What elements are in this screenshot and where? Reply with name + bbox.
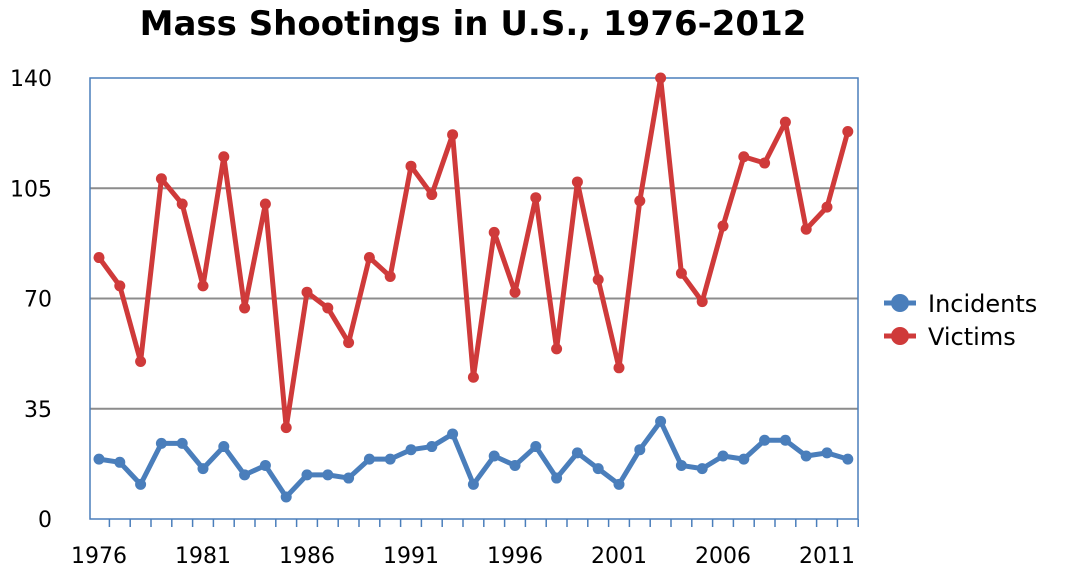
data-point bbox=[135, 356, 147, 367]
data-point bbox=[551, 343, 563, 355]
data-point bbox=[155, 437, 167, 449]
data-point bbox=[613, 478, 625, 490]
data-point bbox=[738, 453, 750, 465]
legend-label: Incidents bbox=[928, 290, 1037, 318]
data-point bbox=[135, 478, 147, 490]
data-point bbox=[800, 450, 812, 462]
data-point bbox=[93, 252, 105, 264]
y-tick-label: 35 bbox=[24, 398, 52, 423]
series-incidents bbox=[93, 415, 854, 503]
data-point bbox=[114, 280, 126, 292]
data-point bbox=[696, 296, 708, 308]
data-point bbox=[239, 302, 251, 314]
data-point bbox=[363, 453, 375, 465]
data-point bbox=[384, 270, 396, 282]
data-point bbox=[571, 447, 583, 459]
data-point bbox=[655, 415, 667, 427]
data-point bbox=[779, 116, 791, 128]
data-point bbox=[488, 226, 500, 238]
legend-marker bbox=[891, 294, 909, 312]
data-point bbox=[343, 472, 355, 484]
data-point bbox=[759, 157, 771, 169]
data-point bbox=[821, 201, 833, 213]
data-point bbox=[779, 434, 791, 446]
data-point bbox=[592, 463, 604, 475]
x-tick-label: 2011 bbox=[799, 544, 855, 569]
data-point bbox=[675, 459, 687, 471]
data-point bbox=[93, 453, 105, 465]
data-point bbox=[155, 173, 167, 185]
data-point bbox=[696, 463, 708, 475]
data-point bbox=[821, 447, 833, 459]
x-tick-label: 2001 bbox=[591, 544, 647, 569]
data-point bbox=[634, 195, 646, 207]
data-point bbox=[301, 469, 313, 481]
data-point bbox=[530, 441, 542, 453]
data-point bbox=[759, 434, 771, 446]
data-point bbox=[509, 286, 521, 298]
data-point bbox=[280, 422, 292, 434]
data-point bbox=[509, 459, 521, 471]
data-point bbox=[447, 428, 459, 440]
data-point bbox=[197, 280, 209, 292]
data-point bbox=[114, 456, 126, 468]
x-tick-label: 1976 bbox=[71, 544, 127, 569]
data-point bbox=[675, 267, 687, 279]
data-point bbox=[280, 491, 292, 503]
data-point bbox=[343, 337, 355, 349]
data-point bbox=[488, 450, 500, 462]
data-point bbox=[592, 274, 604, 286]
data-point bbox=[842, 126, 854, 138]
data-point bbox=[426, 189, 438, 201]
data-point bbox=[800, 223, 812, 235]
x-tick-label: 2006 bbox=[695, 544, 751, 569]
data-point bbox=[634, 444, 646, 456]
legend-item-victims: Victims bbox=[884, 323, 1016, 351]
data-point bbox=[384, 453, 396, 465]
data-point bbox=[530, 192, 542, 204]
y-tick-label: 140 bbox=[10, 67, 52, 92]
x-tick-label: 1991 bbox=[383, 544, 439, 569]
data-point bbox=[571, 176, 583, 188]
data-point bbox=[218, 441, 230, 453]
plot-area-border bbox=[89, 77, 859, 520]
data-point bbox=[738, 151, 750, 163]
data-point bbox=[259, 459, 271, 471]
data-point bbox=[322, 469, 334, 481]
chart-title: Mass Shootings in U.S., 1976-2012 bbox=[140, 4, 807, 44]
x-tick-label: 1986 bbox=[279, 544, 335, 569]
data-point bbox=[447, 129, 459, 141]
legend-marker bbox=[891, 327, 909, 345]
data-point bbox=[197, 463, 209, 475]
data-point bbox=[176, 198, 188, 210]
y-tick-label: 105 bbox=[10, 177, 52, 202]
legend-label: Victims bbox=[928, 323, 1016, 351]
y-tick-label: 0 bbox=[38, 508, 52, 533]
data-point bbox=[322, 302, 334, 314]
data-point bbox=[218, 151, 230, 163]
data-point bbox=[363, 252, 375, 264]
data-point bbox=[405, 160, 417, 172]
x-tick-label: 1981 bbox=[175, 544, 231, 569]
data-point bbox=[405, 444, 417, 456]
data-point bbox=[259, 198, 271, 210]
legend-item-incidents: Incidents bbox=[884, 290, 1037, 318]
y-tick-label: 70 bbox=[24, 288, 52, 313]
data-point bbox=[467, 478, 479, 490]
data-point bbox=[717, 450, 729, 462]
data-point bbox=[426, 441, 438, 453]
data-point bbox=[239, 469, 251, 481]
data-point bbox=[717, 220, 729, 232]
data-point bbox=[613, 362, 625, 374]
data-point bbox=[655, 72, 667, 84]
data-point bbox=[176, 437, 188, 449]
data-point bbox=[467, 371, 479, 383]
x-tick-label: 1996 bbox=[487, 544, 543, 569]
data-point bbox=[301, 286, 313, 298]
data-point bbox=[842, 453, 854, 465]
data-point bbox=[551, 472, 563, 484]
series-victims bbox=[93, 72, 854, 434]
